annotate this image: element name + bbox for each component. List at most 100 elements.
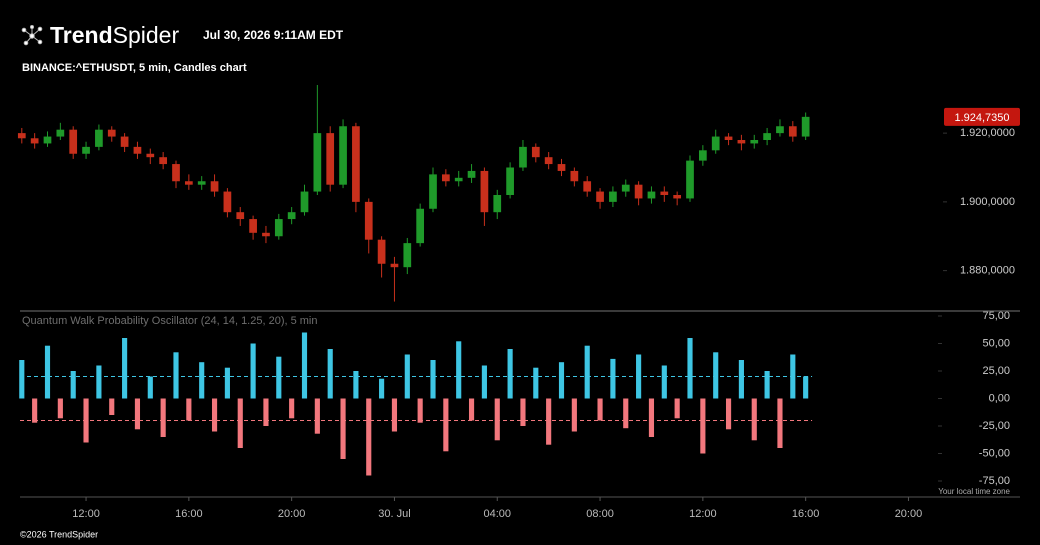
oscillator-bar [481, 365, 487, 399]
oscillator-bar [636, 354, 642, 399]
oscillator-bar [803, 376, 809, 399]
oscillator-bar [687, 338, 693, 399]
candle-body [159, 157, 168, 165]
candle-body [609, 191, 617, 202]
x-tick-label: 20:00 [278, 508, 306, 520]
candle-body [544, 157, 553, 165]
oscillator-bar [186, 398, 192, 421]
oscillator-bar [700, 398, 706, 454]
oscillator-bar [661, 365, 667, 399]
logo-icon [21, 25, 43, 46]
indicator-title: Quantum Walk Probability Oscillator (24,… [22, 315, 318, 327]
candle-body [441, 174, 450, 182]
chart-title: BINANCE:^ETHUSDT, 5 min, Candles chart [22, 62, 247, 74]
candle-body [660, 191, 669, 195]
oscillator-bar [57, 398, 63, 419]
candle-body [416, 208, 425, 244]
oscillator-bar [301, 332, 308, 399]
candle-body [146, 153, 155, 158]
oscillator-bar [430, 360, 436, 399]
candle-body [364, 201, 373, 240]
candle-body [69, 129, 78, 154]
oscillator-bar [224, 367, 230, 399]
oscillator-bar [160, 398, 166, 437]
candle-body [339, 126, 347, 185]
x-tick-label: 20:00 [895, 508, 923, 520]
candle-body [120, 136, 129, 147]
candle-body [519, 146, 527, 168]
candle-body [711, 136, 720, 151]
oscillator-bar [314, 398, 320, 434]
candle-body [236, 212, 245, 220]
candle-body [274, 219, 283, 237]
x-tick-label: 30. Jul [378, 508, 410, 520]
oscillator-bar [713, 352, 719, 399]
oscillator-bar [777, 398, 783, 448]
candle-body [210, 181, 219, 192]
candle-body [300, 191, 309, 213]
candle-body [82, 146, 90, 154]
datetime: Jul 30, 2026 9:11AM EDT [203, 28, 344, 42]
oscillator-bar [558, 362, 565, 399]
oscillator-bar [468, 398, 475, 421]
x-tick-label: 12:00 [72, 508, 100, 520]
oscillator-bar [764, 371, 770, 399]
candle-body [403, 243, 412, 268]
last-price-box [944, 107, 1020, 126]
oscillator-bar [751, 398, 757, 441]
oscillator-bar [44, 345, 51, 399]
candle-body [480, 170, 489, 213]
oscillator-bar [32, 398, 38, 423]
candle-body [647, 191, 656, 199]
candle-body [30, 138, 39, 144]
brand-light: Spider [113, 22, 180, 48]
candle-body [429, 174, 437, 209]
y-tick-label: 25,00 [982, 365, 1010, 377]
candle-body [531, 146, 540, 158]
candle-body [493, 195, 502, 213]
candle-body [56, 129, 65, 137]
candle-body [596, 191, 604, 202]
oscillator-bar [674, 398, 680, 419]
candle-body [197, 181, 206, 185]
y-tick-label: 1.880,0000 [960, 265, 1015, 277]
oscillator-bar [456, 341, 462, 399]
oscillator-bar [597, 398, 603, 421]
y-tick-label: 50,00 [982, 337, 1010, 349]
oscillator-bar [417, 398, 423, 423]
oscillator-bar [340, 398, 346, 459]
y-tick-label: -50,00 [979, 447, 1010, 459]
candle-body [686, 160, 694, 199]
candle-body [352, 126, 360, 202]
candle-body [43, 136, 52, 144]
x-tick-label: 12:00 [689, 508, 717, 520]
candle-body [634, 184, 643, 199]
x-tick-label: 04:00 [483, 508, 511, 520]
candle-body [313, 133, 322, 192]
oscillator-bar [19, 360, 25, 399]
candle-body [750, 140, 759, 144]
candle-body [133, 146, 142, 154]
oscillator-bar [83, 398, 89, 443]
oscillator-bar [173, 352, 179, 399]
candle-body [172, 164, 180, 182]
candle-body [506, 167, 514, 195]
candle-body [467, 170, 476, 178]
x-tick-label: 08:00 [586, 508, 614, 520]
oscillator-bar [366, 398, 372, 476]
oscillator-bar [327, 349, 333, 399]
oscillator-bar [211, 398, 218, 432]
oscillator-bar [725, 398, 732, 430]
oscillator-bar [70, 371, 76, 399]
candle-body [95, 129, 103, 147]
brand-bold: Trend [50, 22, 113, 48]
copyright: ©2026 TrendSpider [20, 529, 98, 539]
oscillator-bar [250, 343, 256, 399]
oscillator-bar [391, 398, 398, 432]
candle-body [249, 219, 257, 233]
y-tick-label: 75,00 [982, 310, 1010, 322]
candle-body [184, 181, 193, 185]
y-tick-label: -75,00 [979, 475, 1010, 487]
x-tick-label: 16:00 [175, 508, 203, 520]
oscillator-bar [109, 398, 115, 415]
